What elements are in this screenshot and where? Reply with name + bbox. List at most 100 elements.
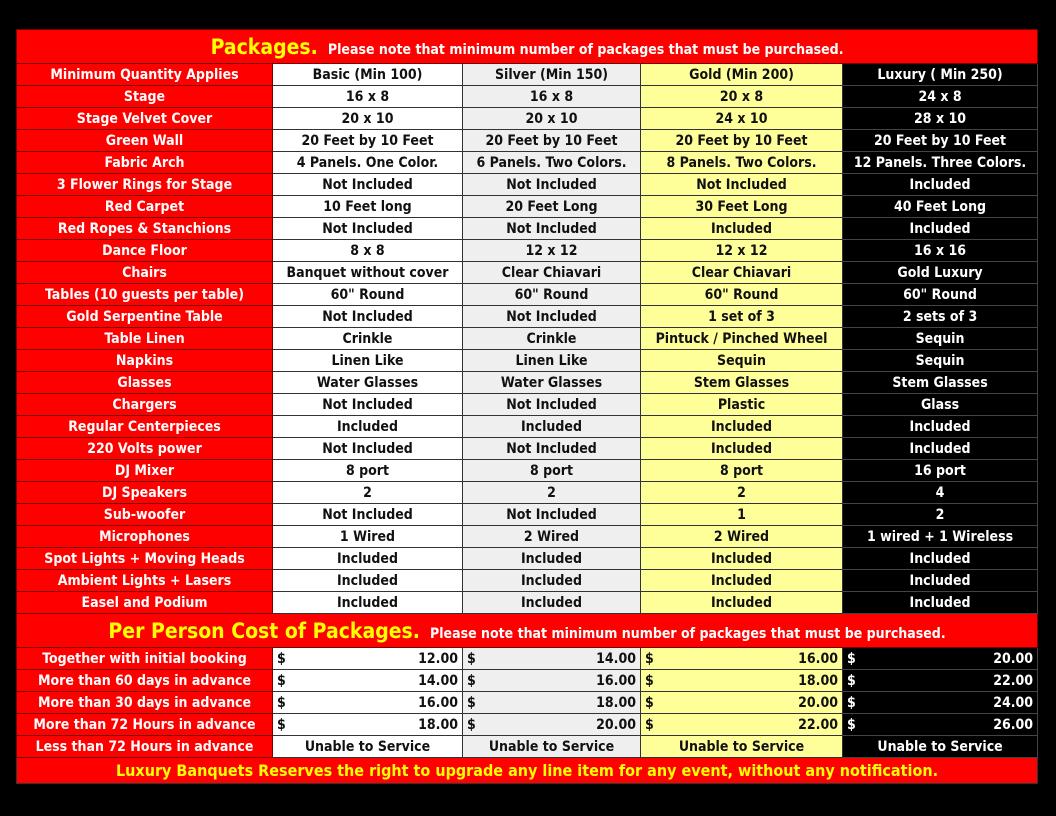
cell: Linen Like (462, 349, 641, 372)
row-label: Minimum Quantity Applies (16, 63, 273, 86)
table-row: Chairs Banquet without cover Clear Chiavar… (16, 261, 1039, 284)
cell: 8 port (640, 459, 843, 482)
cell: Not Included (462, 437, 641, 460)
cell: Gold (Min 200) (640, 63, 843, 86)
row-label: More than 72 Hours in advance (16, 713, 273, 736)
row-label: Gold Serpentine Table (16, 305, 273, 328)
price-cell: $22.00 (847, 673, 1033, 689)
cell: Unable to Service (272, 735, 463, 758)
cell: Sequin (640, 349, 843, 372)
cell: Unable to Service (462, 735, 641, 758)
price-value: 14.00 (596, 650, 636, 667)
cell: 1 Wired (272, 525, 463, 548)
currency-symbol: $ (847, 716, 856, 733)
cell: $22.00 (841, 669, 1039, 692)
cell: Clear Chiavari (462, 261, 641, 284)
price-cell: $24.00 (847, 695, 1033, 711)
price-value: 16.00 (596, 672, 636, 689)
row-label: Microphones (16, 525, 273, 548)
row-label: DJ Mixer (16, 459, 273, 482)
cell: 12 x 12 (640, 239, 843, 262)
table-row: DJ Speakers 2 2 2 4 (16, 481, 1039, 504)
cell: Water Glasses (462, 371, 641, 394)
currency-symbol: $ (277, 650, 286, 667)
cell: 1 (640, 503, 843, 526)
packages-title-band: Packages. Please note that minimum number… (15, 29, 1039, 64)
price-value: 16.00 (798, 650, 838, 667)
table-row: Minimum Quantity Applies Basic (Min 100) S… (16, 63, 1039, 86)
table-row: Ambient Lights + Lasers Included Included I… (16, 569, 1039, 592)
cell: $16.00 (462, 669, 641, 692)
row-label: Napkins (16, 349, 273, 372)
cell: $18.00 (462, 691, 641, 714)
cell: 20 Feet Long (462, 195, 641, 218)
cell: 1 wired + 1 Wireless (841, 525, 1039, 548)
price-cell: $20.00 (847, 651, 1033, 667)
row-label: More than 60 days in advance (16, 669, 273, 692)
cell: 10 Feet long (272, 195, 463, 218)
cell: Included (640, 591, 843, 614)
cell: Not Included (462, 217, 641, 240)
cell: Included (640, 217, 843, 240)
cost-title-band: Per Person Cost of Packages. Please note … (15, 613, 1039, 648)
cell: 1 set of 3 (640, 305, 843, 328)
cell: 20 x 8 (640, 85, 843, 108)
cell: 4 Panels. One Color. (272, 151, 463, 174)
row-label: Stage (16, 85, 273, 108)
price-value: 12.00 (418, 650, 458, 667)
cell: Included (272, 591, 463, 614)
cell: $16.00 (272, 691, 463, 714)
cell: Not Included (272, 503, 463, 526)
price-cell: $22.00 (645, 717, 838, 733)
table-row: Tables (10 guests per table) 60" Round 60"… (16, 283, 1039, 306)
table-row: More than 72 Hours in advance $18.00 $20.0… (16, 713, 1039, 736)
cell: Not Included (462, 173, 641, 196)
cell: 8 x 8 (272, 239, 463, 262)
footer-row: Luxury Banquets Reserves the right to up… (15, 757, 1039, 784)
cell: 60" Round (462, 283, 641, 306)
row-label: Glasses (16, 371, 273, 394)
cell: 20 Feet by 10 Feet (841, 129, 1039, 152)
cell: Included (841, 415, 1039, 438)
table-row: 3 Flower Rings for Stage Not Included Not … (16, 173, 1039, 196)
cell: Banquet without cover (272, 261, 463, 284)
cell: Included (841, 591, 1039, 614)
currency-symbol: $ (645, 716, 654, 733)
table-row: Table Linen Crinkle Crinkle Pintuck / Pinch… (16, 327, 1039, 350)
row-label: Green Wall (16, 129, 273, 152)
price-value: 24.00 (993, 694, 1034, 711)
cell: 24 x 10 (640, 107, 843, 130)
cell: 28 x 10 (841, 107, 1039, 130)
cell: Gold Luxury (841, 261, 1039, 284)
cell: Glass (841, 393, 1039, 416)
currency-symbol: $ (467, 716, 476, 733)
cell: $18.00 (272, 713, 463, 736)
cell: 20 x 10 (272, 107, 463, 130)
row-label: Stage Velvet Cover (16, 107, 273, 130)
price-cell: $16.00 (645, 651, 838, 667)
table-row: Regular Centerpieces Included Included Incl… (16, 415, 1039, 438)
row-label: Regular Centerpieces (16, 415, 273, 438)
table-row: Chargers Not Included Not Included Plastic G… (16, 393, 1039, 416)
packages-sheet: Packages. Please note that minimum number… (15, 29, 1039, 784)
price-cell: $14.00 (277, 673, 458, 689)
cell: Not Included (272, 217, 463, 240)
row-label: Chargers (16, 393, 273, 416)
table-row: 220 Volts power Not Included Not Included I… (16, 437, 1039, 460)
cell: 12 Panels. Three Colors. (841, 151, 1039, 174)
row-label: Table Linen (16, 327, 273, 350)
price-cell: $18.00 (277, 717, 458, 733)
row-label: Spot Lights + Moving Heads (16, 547, 273, 570)
cell: Water Glasses (272, 371, 463, 394)
table-row: Dance Floor 8 x 8 12 x 12 12 x 12 16 x 16 (16, 239, 1039, 262)
row-label: Red Carpet (16, 195, 273, 218)
price-cell: $18.00 (467, 695, 636, 711)
price-value: 14.00 (418, 672, 458, 689)
table-row: Gold Serpentine Table Not Included Not Inc… (16, 305, 1039, 328)
price-cell: $12.00 (277, 651, 458, 667)
cell: Linen Like (272, 349, 463, 372)
cell: 2 Wired (640, 525, 843, 548)
cell: Included (462, 547, 641, 570)
row-label: Tables (10 guests per table) (16, 283, 273, 306)
cell: 20 Feet by 10 Feet (462, 129, 641, 152)
